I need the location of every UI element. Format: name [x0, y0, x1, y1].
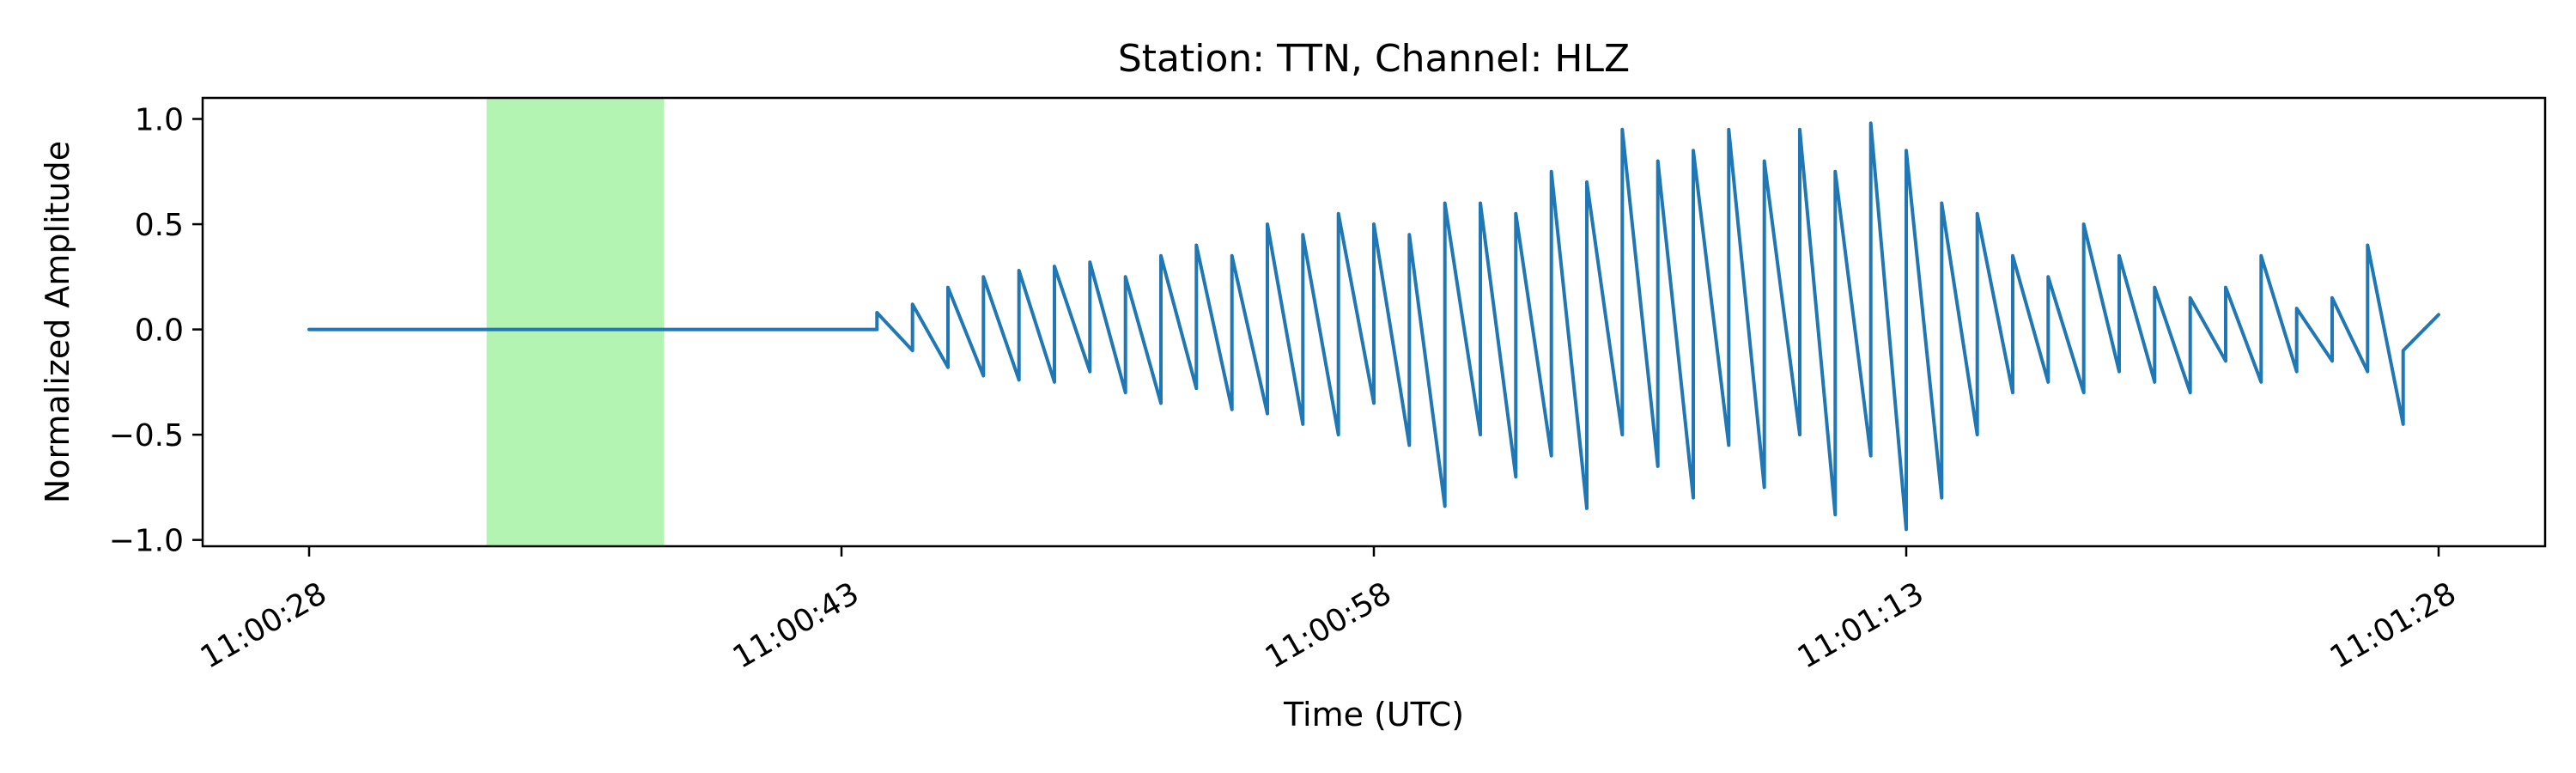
y-axis-label: Normalized Amplitude: [39, 141, 76, 503]
y-axis: 1.0 0.5 0.0 −0.5 −1.0: [109, 103, 203, 559]
y-tick-label: 0.5: [135, 208, 184, 243]
series-line-1: [307, 121, 2440, 532]
highlight-window: [486, 98, 665, 546]
y-tick-label: −1.0: [109, 524, 184, 559]
y-tick-label: 0.0: [135, 313, 184, 349]
y-tick-label: 1.0: [135, 103, 184, 138]
x-axis-label: Time (UTC): [1283, 696, 1464, 733]
chart-title: Station: TTN, Channel: HLZ: [1118, 37, 1630, 81]
plot-lines: [307, 121, 2440, 532]
y-tick-label: −0.5: [109, 418, 184, 453]
